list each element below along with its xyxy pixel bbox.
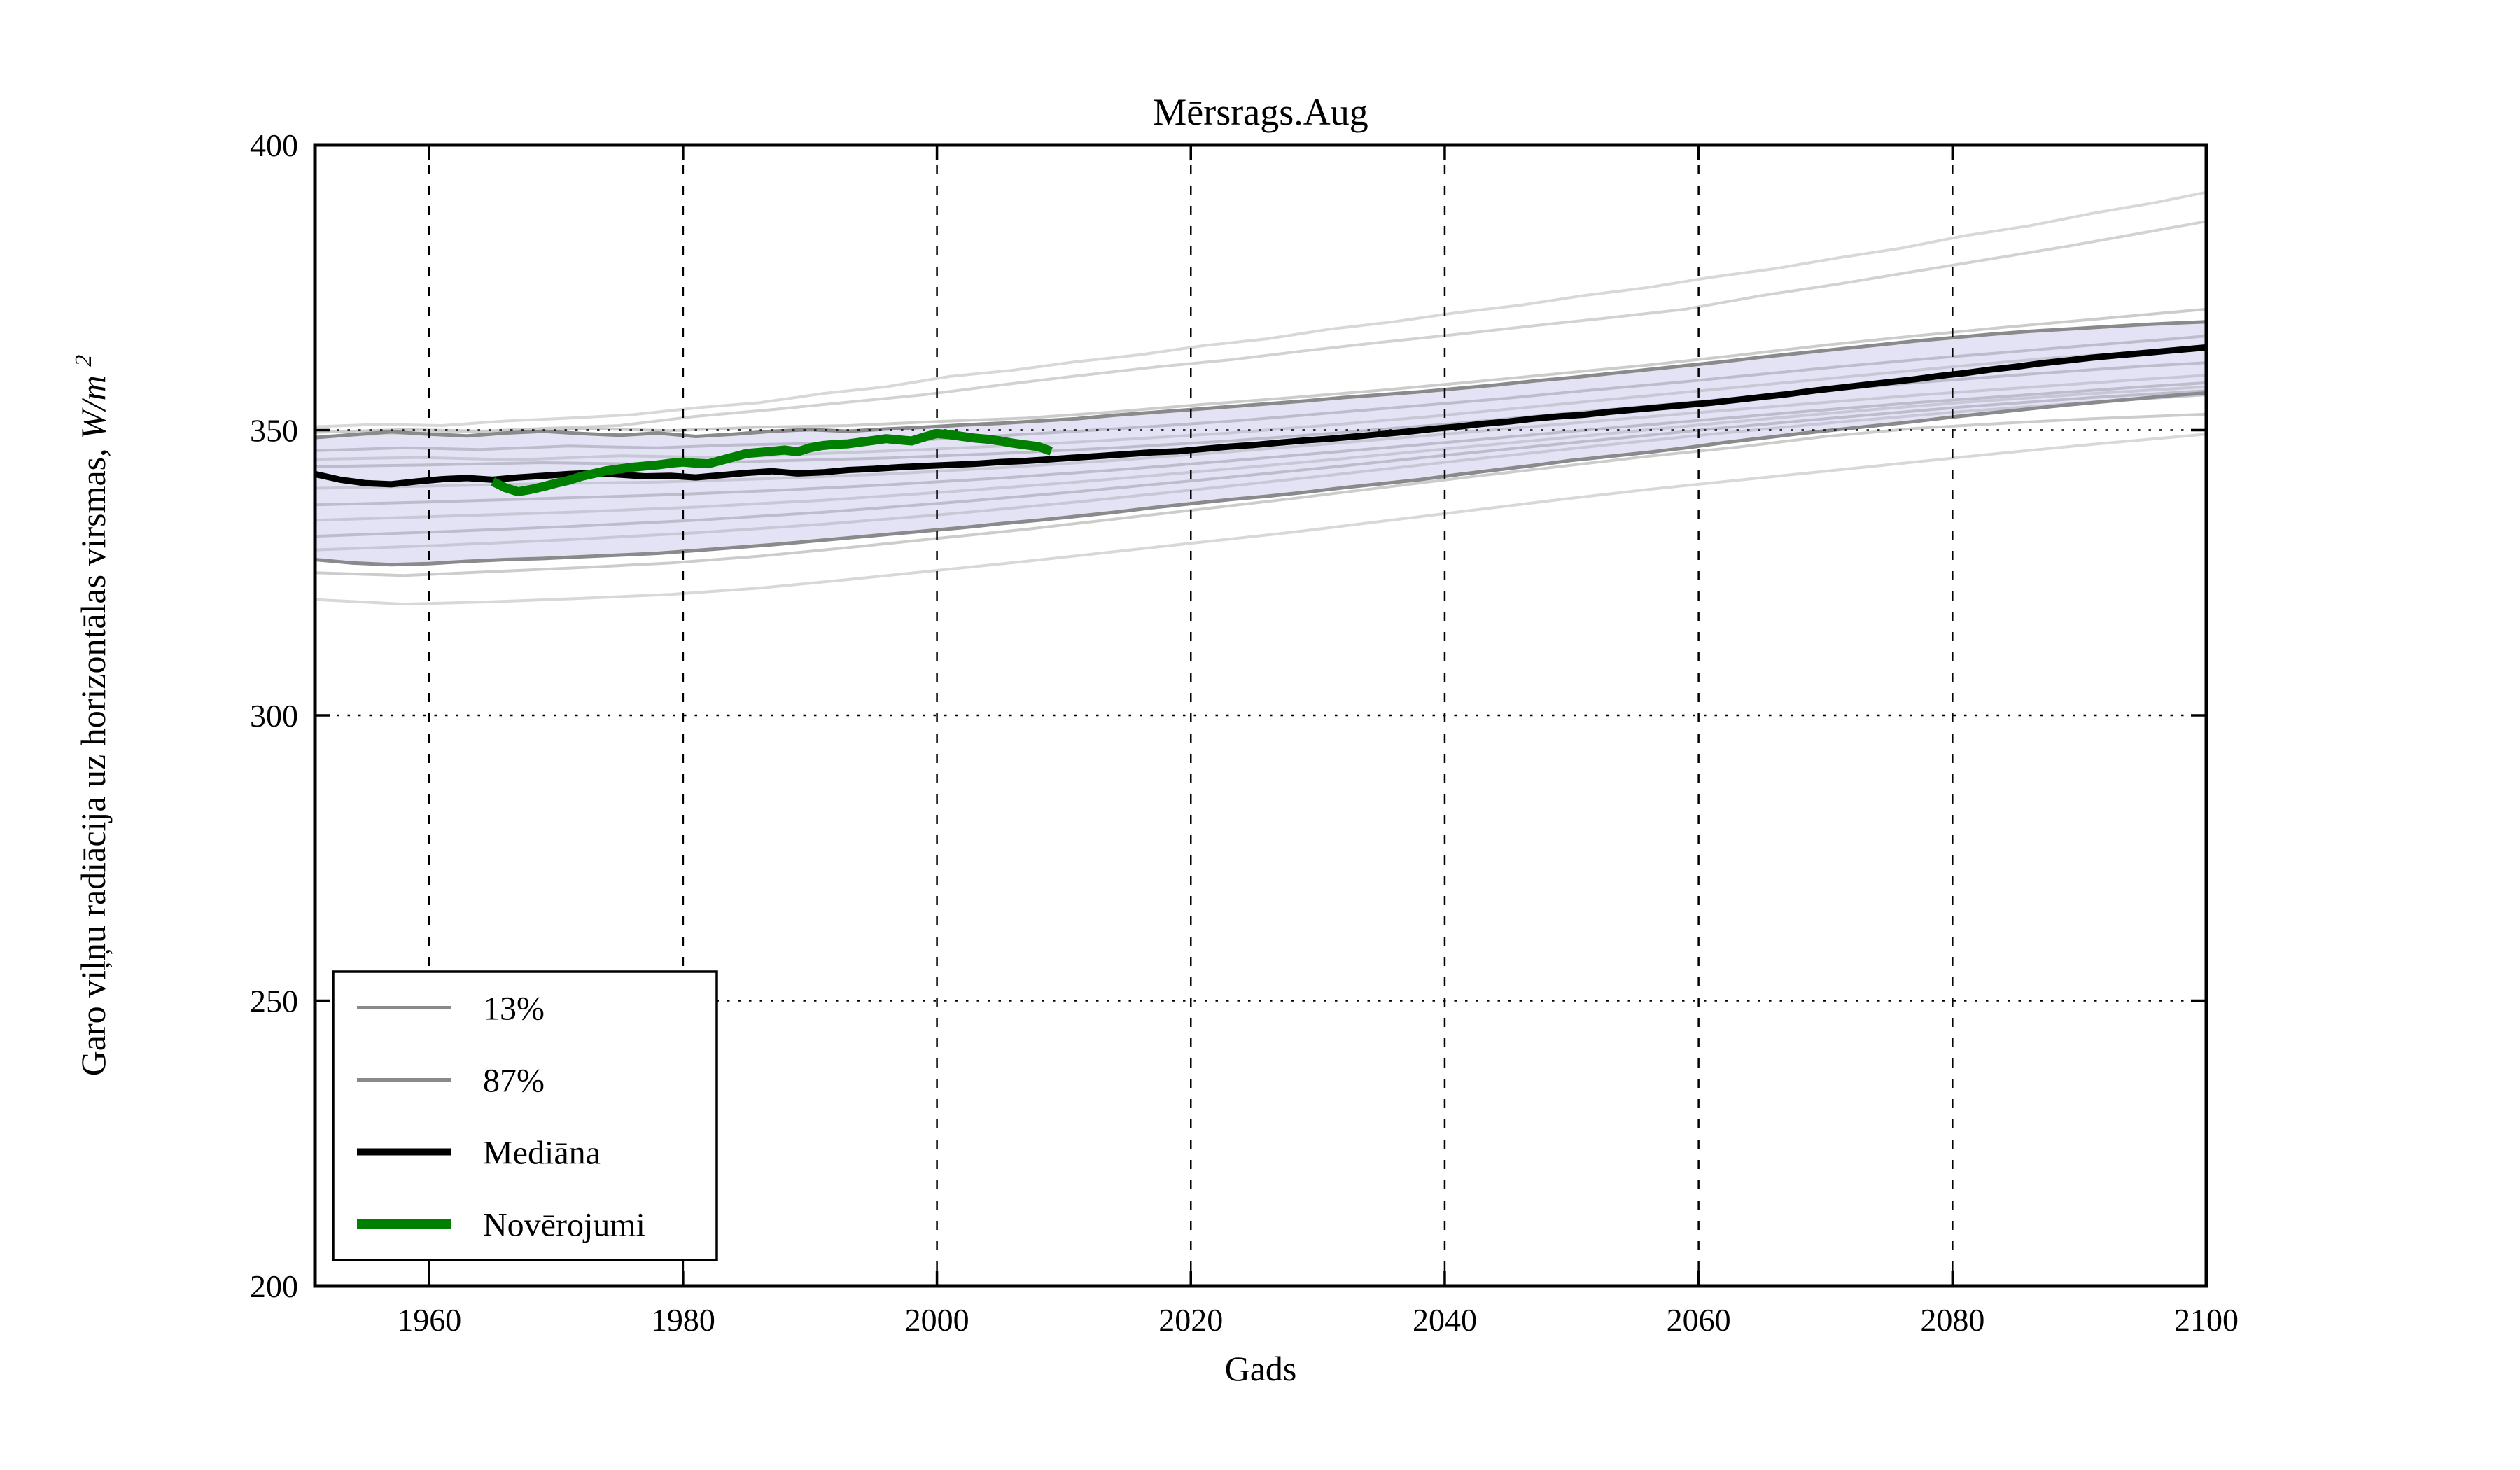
observations-line [491, 428, 1054, 496]
ensemble-line [314, 374, 2207, 490]
ensemble-line [314, 412, 2207, 578]
y-axis-label-exponent: 2 [71, 355, 97, 367]
ensemble-line [314, 381, 2207, 507]
legend-item-label: 13% [483, 990, 545, 1027]
y-axis-label-text: Garo viļņu radiācija uz horizontālas vir… [74, 448, 113, 1076]
ensemble-line [314, 433, 2207, 606]
legend-item-label: Novērojumi [483, 1206, 645, 1243]
legend: 13% 87% Mediāna Novērojumi [332, 970, 718, 1261]
ensemble-line [314, 385, 2207, 522]
ensemble-line [314, 335, 2207, 452]
tick-labels-layer: 1960 1980 2000 2020 2040 2060 2080 2100 200 250 30… [250, 127, 2239, 1338]
y-tick-label: 350 [250, 413, 298, 449]
median-line [314, 344, 2207, 488]
y-tick-label: 200 [250, 1268, 298, 1304]
legend-box [332, 970, 718, 1261]
percentile-87-line [314, 320, 2207, 440]
x-axis-label: Gads [1225, 1349, 1297, 1388]
ensemble-line [314, 348, 2207, 461]
ensemble-line [314, 393, 2207, 552]
percentile-13-line [314, 391, 2207, 567]
legend-item-label: 87% [483, 1062, 545, 1099]
x-tick-label: 2000 [905, 1302, 969, 1338]
x-tick-label: 1980 [651, 1302, 715, 1338]
ensemble-line [314, 307, 2207, 434]
x-tick-label: 2080 [1920, 1302, 1984, 1338]
x-tick-label: 2020 [1158, 1302, 1223, 1338]
band-edge-lines-layer [314, 320, 2207, 567]
x-tick-label: 2060 [1667, 1302, 1731, 1338]
main-lines-layer [314, 344, 2207, 496]
ensemble-line [314, 190, 2207, 428]
ensemble-line [314, 389, 2207, 538]
y-tick-label: 250 [250, 983, 298, 1019]
x-tick-label: 2100 [2174, 1302, 2239, 1338]
ensemble-line [314, 220, 2207, 438]
y-tick-label: 300 [250, 698, 298, 734]
x-tick-label: 1960 [397, 1302, 461, 1338]
x-tick-label: 2040 [1413, 1302, 1477, 1338]
y-axis-label: Garo viļņu radiācija uz horizontālas vir… [71, 355, 113, 1077]
y-axis-label-units: W/m [74, 375, 113, 440]
y-tick-label: 400 [250, 127, 298, 163]
ensemble-lines-layer [314, 190, 2207, 606]
chart-title: Mērsrags.Aug [1153, 91, 1368, 133]
axes-frame-layer [313, 143, 2208, 1288]
legend-item-label: Mediāna [483, 1134, 601, 1171]
